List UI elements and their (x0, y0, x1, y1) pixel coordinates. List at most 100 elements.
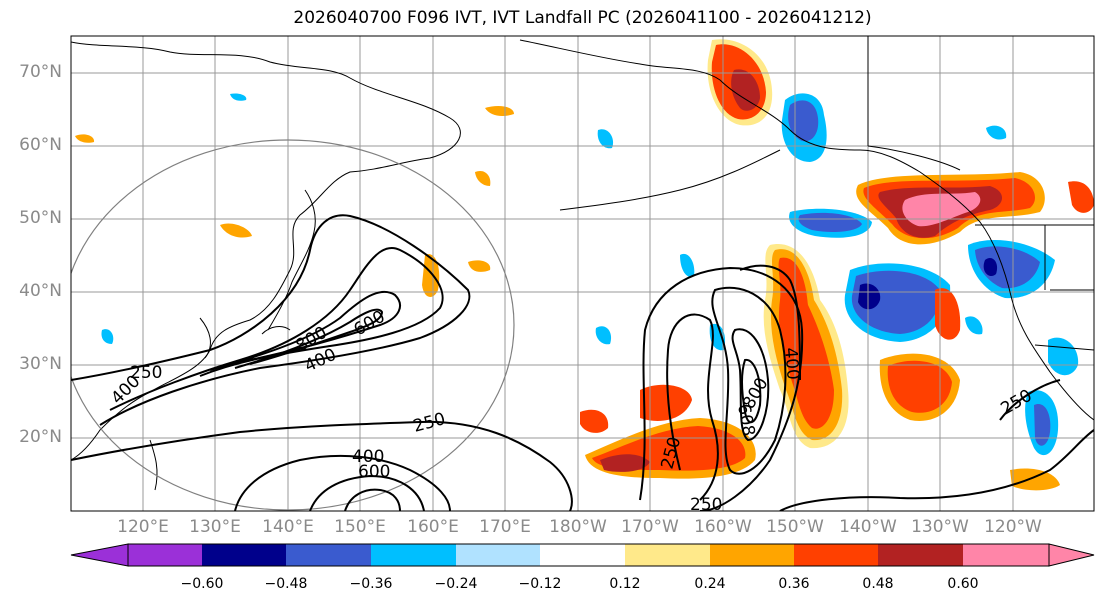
shade-blue-baja (1034, 403, 1051, 446)
contour-250-east-2 (999, 379, 1061, 421)
colorbar-tick-label: −0.60 (180, 576, 224, 592)
shade-cyan-mid (680, 253, 695, 278)
colorbar (70, 543, 1095, 567)
longitude-label: 170°W (621, 517, 679, 537)
colorbar-cell (456, 544, 540, 566)
contour-250-south (71, 420, 573, 511)
coast-america (519, 39, 1094, 421)
landfall-range-ring (71, 139, 515, 511)
colorbar-tick-label: 0.36 (778, 576, 810, 592)
shade-darkred-top (731, 69, 760, 111)
shade-darkred-sub (600, 454, 650, 472)
figure-title: 2026040700 F096 IVT, IVT Landfall PC (20… (293, 8, 872, 28)
map-plot-area: 250 400 800 400 600 250 400 600 250 608 … (71, 36, 1094, 515)
contour-400-central (711, 286, 787, 475)
colorbar-tick-label: −0.48 (264, 576, 308, 592)
contour-label: 250 (130, 363, 162, 383)
colorbar-cell (710, 544, 794, 566)
colorbar-cell (128, 544, 202, 566)
longitude-label: 140°E (262, 517, 314, 537)
contour-label: 600 (358, 462, 390, 482)
colorbar-cell (540, 544, 625, 566)
longitude-label: 150°E (334, 517, 386, 537)
map-frame (70, 35, 1095, 512)
shade-red-19n (580, 409, 609, 433)
shade-red-edge (1068, 181, 1094, 213)
border-us-mx (1034, 344, 1094, 351)
contour-label: 400 (780, 347, 803, 381)
colorbar-cell (794, 544, 878, 566)
longitude-label: 160°E (407, 517, 459, 537)
colorbar-cell (963, 544, 1049, 566)
contour-250-central (639, 266, 804, 511)
latitude-label: 60°N (19, 135, 62, 155)
shade-cyan-hi (965, 316, 983, 335)
longitude-label: 160°W (694, 517, 752, 537)
contour-400-central-inner (666, 313, 719, 501)
shade-red-22n (640, 384, 692, 421)
contour-label: 250 (690, 495, 722, 515)
shade-cyan-china (101, 329, 114, 344)
shade-navy-40n (858, 283, 881, 310)
colorbar-tick-label: 0.12 (609, 576, 641, 592)
colorbar-tick-label: −0.12 (518, 576, 562, 592)
coast-philippines (149, 439, 158, 491)
shade-orange-kamch (475, 170, 491, 186)
shade-cyan-33n (595, 326, 612, 345)
latitude-label: 50°N (19, 208, 62, 228)
shade-blue-52n (798, 212, 862, 232)
shade-cyan-arctic (230, 93, 247, 101)
shade-blue-ca (975, 246, 1040, 289)
longitude-label: 150°W (766, 517, 824, 537)
colorbar-extend-left (70, 543, 129, 567)
coast-kyushu (261, 326, 291, 335)
shade-orange-bering (485, 106, 514, 116)
contour-600-south (309, 474, 425, 511)
contour-label-group: 250 400 800 400 600 250 400 600 250 608 … (107, 307, 1035, 515)
contour-250-west (71, 214, 471, 426)
shade-red-30n (887, 360, 952, 413)
longitude-label: 140°W (839, 517, 897, 537)
colorbar-cell (202, 544, 286, 566)
longitude-label: 130°E (189, 517, 241, 537)
shade-red-column (778, 257, 834, 429)
shade-pink-bc (902, 192, 981, 227)
colorbar-tick-label: 0.48 (862, 576, 894, 592)
latitude-label: 20°N (19, 427, 62, 447)
contour-400-south (234, 454, 451, 511)
latitude-label: 70°N (19, 62, 62, 82)
contour-800-west (234, 308, 384, 369)
coastlines (71, 36, 1094, 491)
shade-orange-amur (220, 223, 252, 238)
longitude-label: 180°W (549, 517, 607, 537)
colorbar-tick-label: 0.24 (694, 576, 726, 592)
colorbar-tick-label: −0.24 (434, 576, 478, 592)
colorbar-tick-label: 0.60 (947, 576, 979, 592)
shade-red-35n (935, 288, 961, 340)
graticule (71, 36, 1094, 511)
coast-asia (71, 41, 461, 461)
shade-orange-siberia (75, 134, 95, 143)
contour-800-central (741, 358, 762, 424)
shade-blue-gulf (788, 100, 819, 142)
latitude-label: 30°N (19, 354, 62, 374)
longitude-label: 120°W (984, 517, 1042, 537)
contour-400-west (109, 247, 444, 411)
contour-600-central (731, 328, 770, 442)
longitude-label: 120°E (117, 517, 169, 537)
coast-japan (267, 189, 316, 331)
coast-aleutians (559, 149, 781, 211)
border-ak-bc (867, 145, 961, 171)
colorbar-cell (878, 544, 963, 566)
shade-orange-kuril (422, 254, 440, 297)
shade-orange-mx (1010, 468, 1060, 491)
colorbar-cells (128, 544, 1049, 566)
colorbar-tick-label: −0.36 (349, 576, 393, 592)
contour-label: 400 (352, 447, 384, 467)
contour-250-east (779, 429, 1094, 511)
colorbar-extend-right (1048, 543, 1095, 567)
coast-korea (199, 317, 211, 359)
shade-navy-ca (983, 257, 998, 277)
longitude-label: 170°E (479, 517, 531, 537)
